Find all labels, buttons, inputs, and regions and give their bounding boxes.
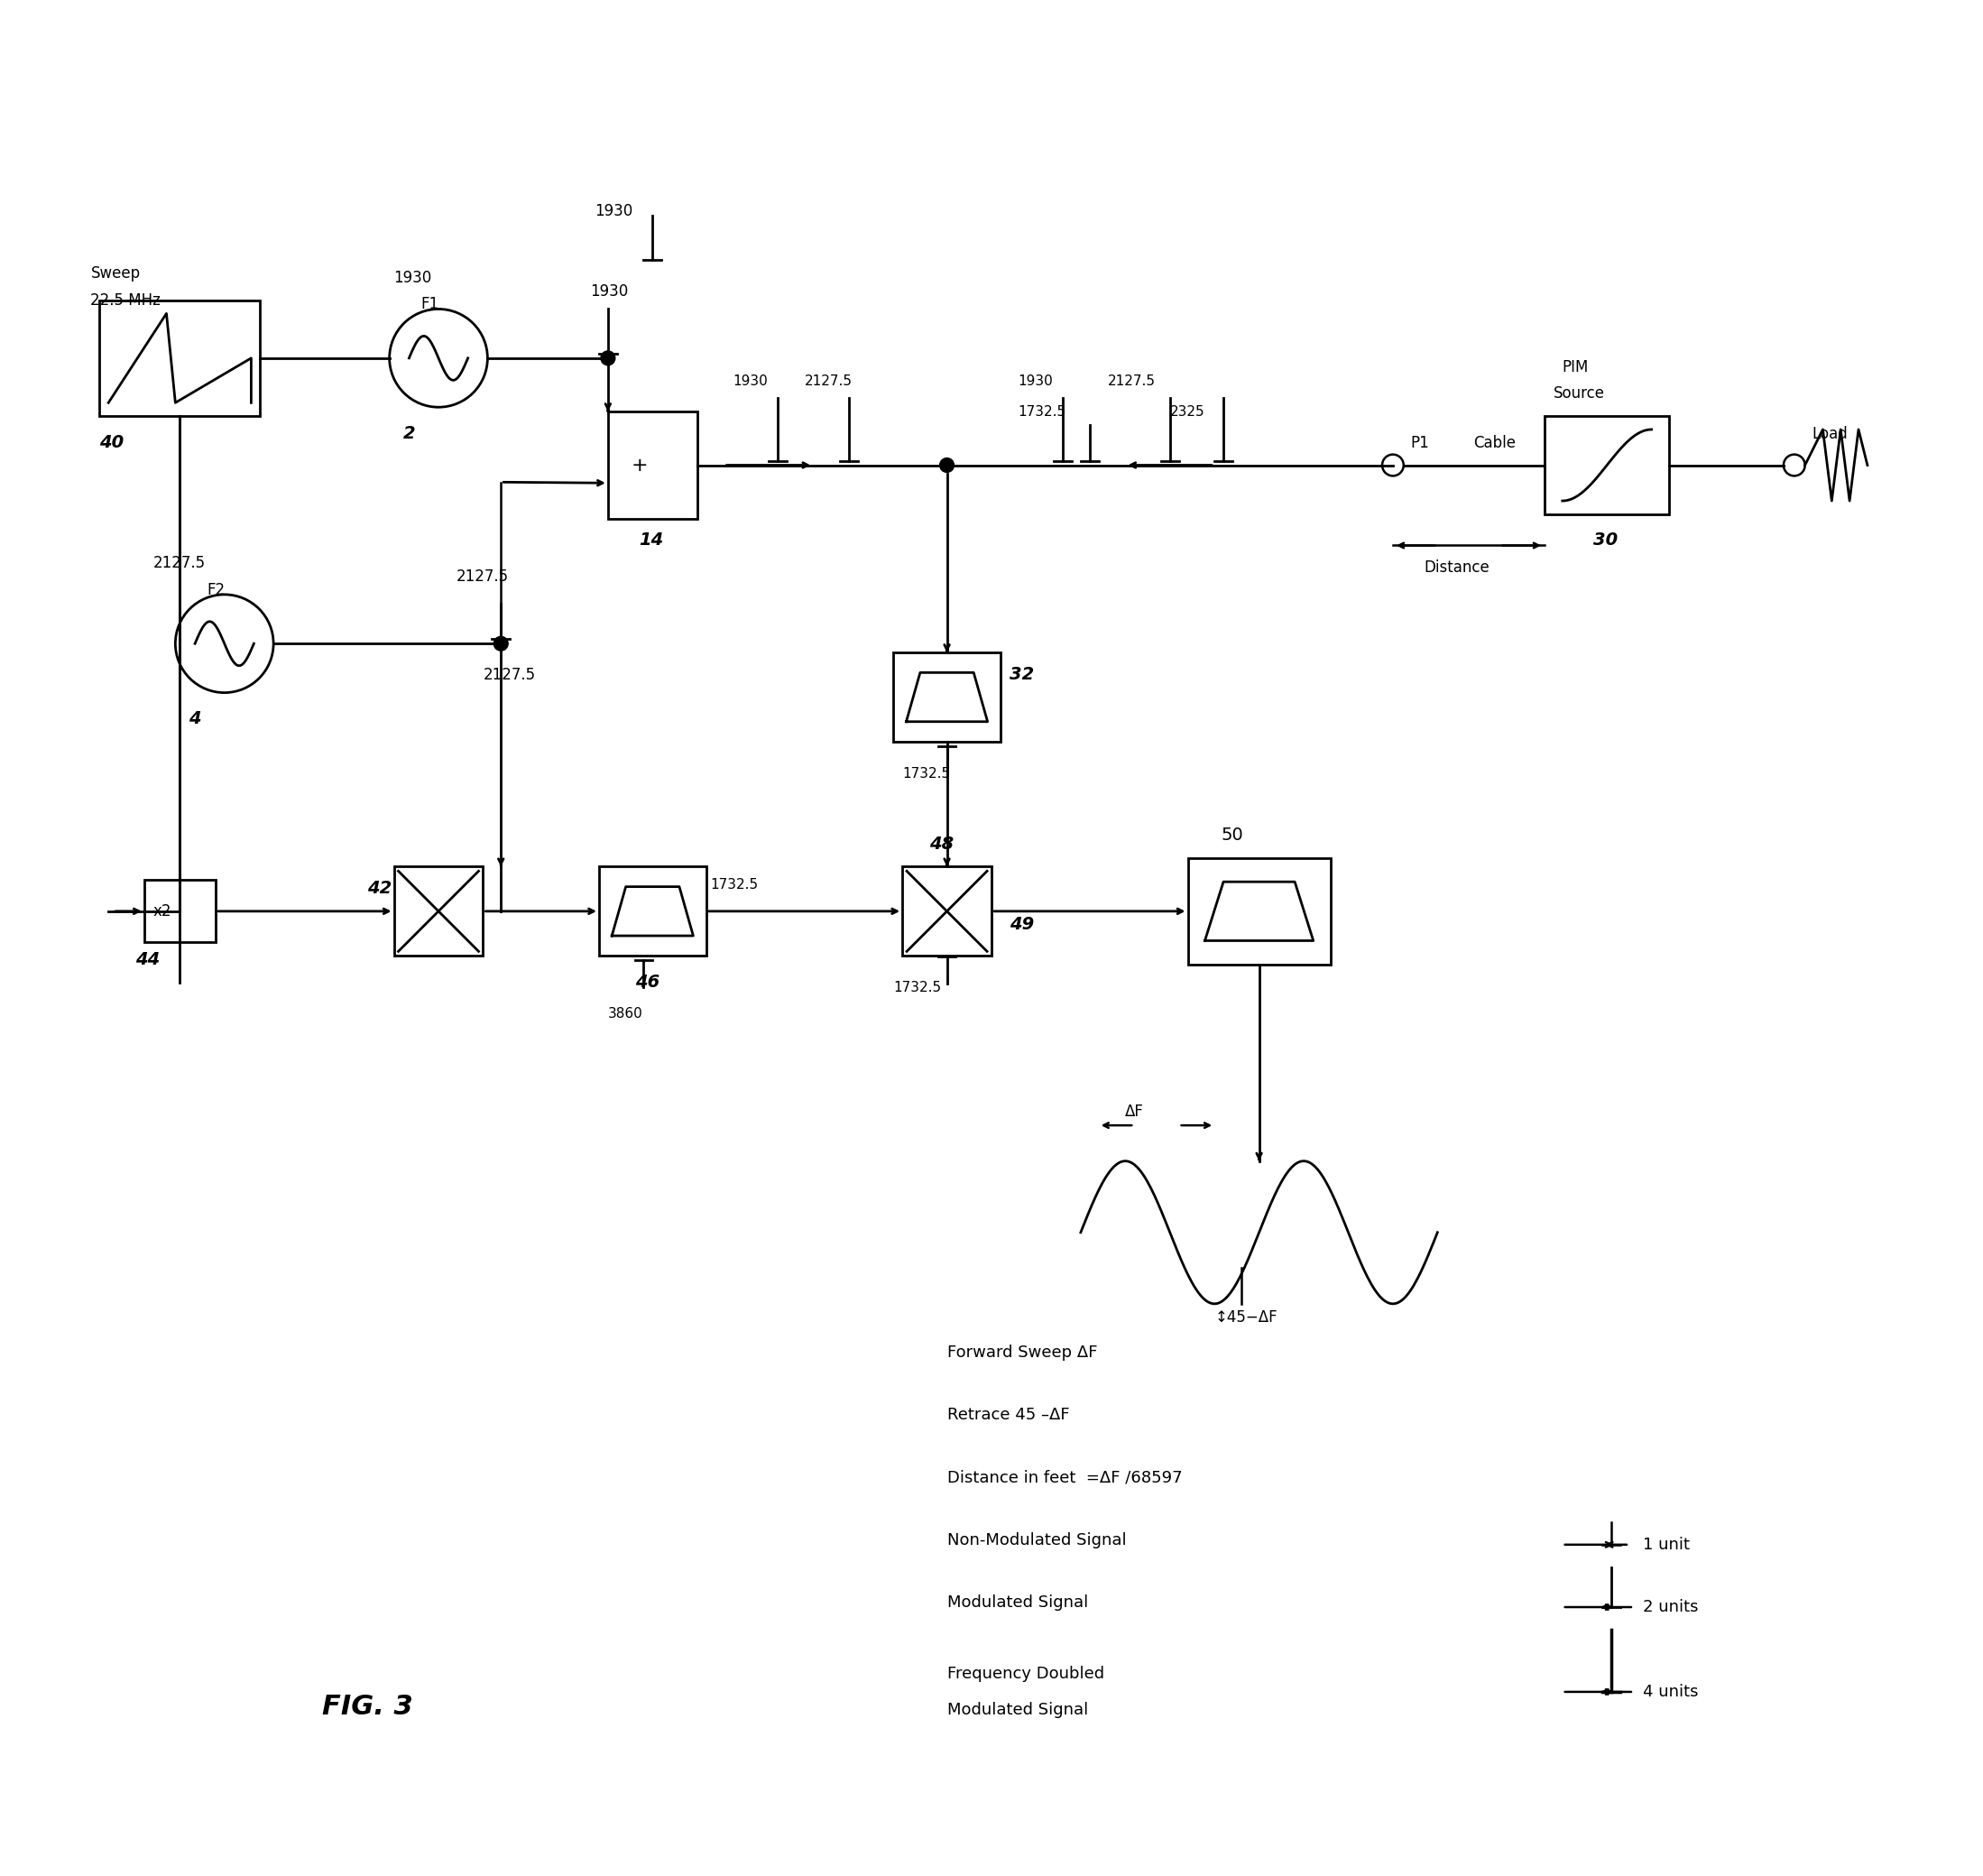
Text: ΔF: ΔF (1124, 1103, 1144, 1120)
Bar (894, 653, 999, 741)
Text: 30: 30 (1594, 533, 1618, 550)
Text: Distance in feet  =ΔF /68597: Distance in feet =ΔF /68597 (948, 1469, 1182, 1486)
Text: PIM: PIM (1563, 358, 1588, 375)
Text: F2: F2 (206, 582, 224, 598)
Text: 1930: 1930 (1017, 373, 1053, 388)
Text: 1732.5: 1732.5 (1017, 405, 1067, 418)
Bar (1188, 857, 1331, 964)
Text: Forward Sweep ΔF: Forward Sweep ΔF (948, 1345, 1097, 1360)
Text: 48: 48 (930, 835, 954, 852)
Text: 14: 14 (639, 533, 664, 550)
Text: 2127.5: 2127.5 (805, 373, 853, 388)
Circle shape (1783, 454, 1805, 477)
Text: 2127.5: 2127.5 (456, 568, 510, 585)
Text: Modulated Signal: Modulated Signal (948, 1595, 1089, 1611)
Text: 2127.5: 2127.5 (153, 555, 206, 572)
Bar (609, 411, 698, 518)
Text: Cable: Cable (1473, 435, 1515, 450)
Text: 4 units: 4 units (1642, 1683, 1697, 1700)
Text: Sweep: Sweep (91, 265, 141, 281)
Bar (99, 300, 260, 416)
Text: Retrace 45 –ΔF: Retrace 45 –ΔF (948, 1407, 1069, 1424)
Text: Load: Load (1812, 426, 1848, 443)
Bar (145, 880, 216, 942)
Text: 46: 46 (635, 974, 658, 991)
Text: 1732.5: 1732.5 (902, 767, 950, 780)
Text: 1930: 1930 (595, 203, 633, 219)
Text: 2325: 2325 (1170, 405, 1206, 418)
Text: 1930: 1930 (395, 270, 432, 285)
Text: 1732.5: 1732.5 (710, 878, 758, 891)
Text: 22.5 MHz: 22.5 MHz (91, 293, 161, 308)
Text: 1 unit: 1 unit (1642, 1536, 1690, 1553)
Text: P1: P1 (1410, 435, 1430, 450)
Text: 40: 40 (99, 433, 125, 450)
Text: Non-Modulated Signal: Non-Modulated Signal (948, 1533, 1126, 1548)
Text: 2127.5: 2127.5 (1107, 373, 1156, 388)
Bar (599, 867, 706, 957)
Bar (1545, 416, 1670, 514)
Text: 42: 42 (367, 880, 393, 897)
Text: FIG. 3: FIG. 3 (323, 1694, 412, 1720)
Text: 2 units: 2 units (1642, 1598, 1697, 1615)
Text: 1930: 1930 (734, 373, 767, 388)
Circle shape (601, 351, 615, 366)
Text: +: + (631, 456, 648, 475)
Text: 1732.5: 1732.5 (894, 981, 942, 994)
Text: Distance: Distance (1424, 559, 1489, 576)
Text: 44: 44 (135, 951, 161, 968)
Text: 50: 50 (1222, 825, 1243, 844)
Bar (395, 867, 484, 957)
Circle shape (940, 458, 954, 473)
Circle shape (494, 636, 508, 651)
Bar (902, 867, 992, 957)
Text: x2: x2 (153, 902, 171, 919)
Text: 32: 32 (1009, 666, 1033, 683)
Text: 4: 4 (188, 711, 200, 728)
Text: 3860: 3860 (609, 1007, 642, 1021)
Text: Modulated Signal: Modulated Signal (948, 1702, 1089, 1718)
Text: 49: 49 (1009, 915, 1033, 932)
Text: F1: F1 (420, 296, 438, 313)
Text: ↕45−ΔF: ↕45−ΔF (1214, 1309, 1277, 1324)
Text: 2127.5: 2127.5 (484, 666, 535, 683)
Text: 2: 2 (403, 424, 414, 443)
Text: 1930: 1930 (591, 283, 629, 300)
Text: Frequency Doubled: Frequency Doubled (948, 1666, 1105, 1683)
Circle shape (1382, 454, 1404, 477)
Text: Source: Source (1553, 386, 1604, 401)
